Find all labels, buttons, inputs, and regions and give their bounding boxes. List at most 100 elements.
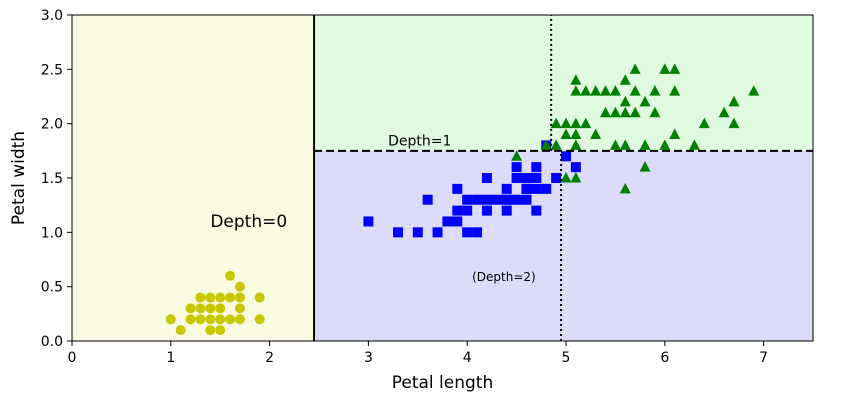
- data-point-circle: [205, 292, 216, 303]
- data-point-triangle: [560, 117, 572, 129]
- data-point-triangle: [669, 85, 681, 96]
- data-point-circle: [234, 303, 245, 314]
- data-point-triangle: [669, 128, 681, 140]
- data-point-square: [452, 205, 463, 216]
- data-point-circle: [205, 314, 216, 325]
- data-point-triangle: [580, 117, 592, 129]
- data-point-square: [521, 173, 532, 183]
- data-point-square: [501, 194, 512, 205]
- class-2-region: [314, 15, 813, 151]
- data-point-square: [551, 173, 562, 183]
- data-point-square: [432, 227, 443, 238]
- class-0-region: [72, 15, 315, 341]
- data-point-square: [422, 194, 433, 205]
- data-point-circle: [234, 292, 245, 303]
- x-tick-label: 3: [364, 350, 373, 366]
- data-point-triangle: [629, 63, 641, 74]
- depth-1-label: Depth=1: [388, 133, 451, 149]
- data-point-triangle: [580, 85, 592, 96]
- points-layer: [165, 63, 760, 336]
- data-point-triangle: [609, 139, 621, 150]
- data-point-square: [531, 162, 542, 173]
- x-tick-label: 4: [463, 350, 472, 366]
- x-tick-label: 5: [562, 350, 571, 366]
- depth-0-label: Depth=0: [210, 212, 287, 232]
- data-point-square: [481, 173, 492, 183]
- data-point-square: [462, 194, 473, 205]
- data-point-triangle: [698, 117, 710, 129]
- data-point-square: [561, 151, 571, 162]
- data-point-triangle: [600, 106, 612, 118]
- y-tick-label: 0.0: [41, 334, 63, 350]
- data-point-triangle: [659, 63, 671, 74]
- series-iris-setosa: [165, 270, 265, 336]
- y-tick-label: 2.0: [41, 117, 63, 133]
- data-point-circle: [225, 314, 236, 325]
- data-point-square: [511, 194, 522, 205]
- data-point-square: [521, 183, 532, 194]
- data-point-triangle: [570, 74, 582, 85]
- data-point-triangle: [570, 139, 582, 150]
- data-point-triangle: [550, 117, 562, 129]
- data-point-triangle: [590, 128, 602, 140]
- data-point-triangle: [649, 106, 661, 118]
- data-point-circle: [195, 292, 206, 303]
- data-point-square: [462, 205, 473, 216]
- data-point-circle: [195, 303, 206, 314]
- data-point-circle: [205, 303, 216, 314]
- data-point-square: [393, 227, 404, 238]
- data-point-triangle: [669, 63, 681, 74]
- data-point-triangle: [550, 139, 562, 150]
- data-point-square: [452, 216, 463, 227]
- y-tick-label: 0.5: [41, 280, 63, 296]
- data-point-triangle: [570, 85, 582, 96]
- data-point-circle: [225, 270, 236, 281]
- x-tick-label: 2: [265, 350, 274, 366]
- x-tick-label: 0: [68, 350, 77, 366]
- data-point-circle: [215, 314, 226, 325]
- y-tick-label: 1.5: [41, 171, 63, 187]
- data-point-triangle: [748, 85, 760, 96]
- series-iris-versicolor: [363, 140, 581, 238]
- data-point-square: [570, 162, 581, 173]
- y-tick-label: 1.0: [41, 225, 63, 241]
- data-point-square: [363, 216, 374, 227]
- x-axis-title: Petal length: [392, 373, 494, 393]
- y-tick-label: 2.5: [41, 62, 63, 78]
- x-tick-label: 7: [759, 350, 768, 366]
- y-axis: 0.0 0.5 1.0 1.5 2.0 2.5 3.0: [41, 8, 72, 350]
- data-point-triangle: [649, 85, 661, 96]
- data-point-triangle: [600, 85, 612, 96]
- data-point-square: [501, 183, 512, 194]
- data-point-square: [462, 227, 473, 238]
- data-point-circle: [234, 281, 245, 292]
- data-point-triangle: [718, 106, 730, 118]
- data-point-circle: [205, 325, 216, 336]
- series-iris-virginica: [511, 63, 760, 194]
- data-point-circle: [225, 292, 236, 303]
- data-point-triangle: [619, 74, 631, 85]
- data-point-circle: [165, 314, 176, 325]
- data-point-triangle: [619, 182, 631, 194]
- data-point-square: [501, 205, 512, 216]
- data-point-square: [412, 227, 423, 238]
- data-point-triangle: [728, 117, 740, 129]
- data-point-triangle: [619, 106, 631, 118]
- data-point-triangle: [570, 172, 582, 183]
- data-point-triangle: [619, 139, 631, 150]
- data-point-circle: [185, 303, 196, 314]
- data-point-circle: [215, 325, 226, 336]
- x-axis: 0 1 2 3 4 5 6 7: [68, 341, 768, 366]
- data-point-square: [511, 173, 522, 183]
- data-point-triangle: [590, 85, 602, 96]
- data-point-triangle: [629, 106, 641, 118]
- data-point-triangle: [609, 85, 621, 96]
- data-point-triangle: [619, 95, 631, 107]
- data-point-triangle: [560, 172, 572, 183]
- class-1-region: [314, 150, 813, 341]
- data-point-triangle: [609, 106, 621, 118]
- data-point-square: [481, 205, 492, 216]
- data-point-square: [472, 227, 483, 238]
- data-point-square: [452, 183, 463, 194]
